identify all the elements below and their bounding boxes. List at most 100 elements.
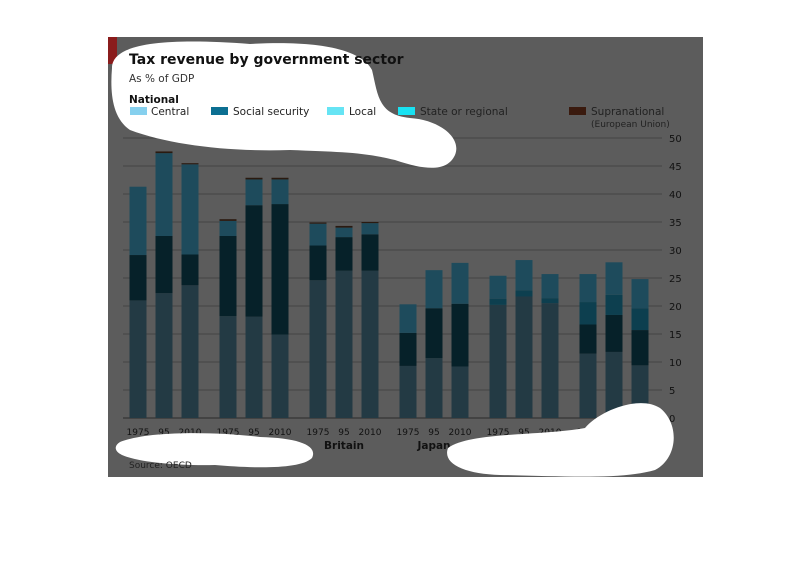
legend: Central Social security Local State or r…: [130, 106, 670, 130]
bar-segment: [489, 298, 507, 305]
x-tick-label: 95: [248, 428, 259, 438]
y-tick-label: 30: [669, 246, 682, 257]
legend-label-local: Local: [349, 106, 376, 118]
bar-segment: [335, 237, 353, 271]
y-tick-label: 25: [669, 274, 682, 285]
bar-segment: [515, 296, 533, 418]
legend-label-social-security: Social security: [233, 106, 309, 118]
bar-segment: [219, 236, 237, 317]
bar-segment: [515, 260, 533, 291]
x-tick-label: 2010: [359, 428, 382, 438]
bar-segment: [631, 279, 649, 309]
bar-segment: [271, 179, 289, 205]
source-note: Source: OECD: [129, 461, 192, 471]
bar-segment: [361, 234, 379, 271]
bar-segment: [579, 302, 597, 325]
x-tick-label: 1975: [217, 428, 240, 438]
header-highlight: [111, 41, 457, 168]
bar-segment: [631, 330, 649, 366]
legend-label-central: Central: [151, 106, 189, 118]
bar-segment: [451, 262, 469, 304]
bar-segment: [579, 353, 597, 418]
bar-segment: [181, 163, 199, 165]
bar-segment: [245, 205, 263, 317]
bar-segment: [245, 177, 263, 180]
legend-label-supranational: Supranational: [591, 106, 664, 118]
legend-swatch-local: [327, 107, 344, 115]
y-tick-label: 0: [669, 414, 675, 425]
bar-segment: [605, 314, 623, 352]
bar-segment: [425, 308, 443, 359]
bar-segment: [335, 270, 353, 418]
bar-segment: [219, 219, 237, 221]
bar-segment: [399, 365, 417, 418]
bar-segment: [399, 304, 417, 333]
bar-segment: [361, 222, 379, 224]
x-tick-label: 1975: [127, 428, 150, 438]
bottom-highlight-left: [115, 433, 314, 468]
legend-sublabel-supranational: (European Union): [591, 120, 670, 130]
legend-swatch-social-security: [211, 107, 228, 115]
bar-segment: [335, 225, 353, 228]
x-tick-label: 1975: [307, 428, 330, 438]
bar-segment: [181, 285, 199, 418]
legend-label-state-or-regional: State or regional: [420, 106, 508, 118]
bar-segment: [181, 164, 199, 255]
bar-segment: [605, 262, 623, 295]
bar-segment: [425, 358, 443, 418]
x-tick-label: 95: [158, 428, 169, 438]
bar-segment: [271, 334, 289, 418]
y-tick-label: 45: [669, 162, 682, 173]
bar-segment: [489, 304, 507, 418]
bar-segment: [631, 308, 649, 331]
y-tick-label: 15: [669, 330, 682, 341]
bar-segment: [271, 177, 289, 180]
bar-segment: [129, 300, 147, 418]
bar-segment: [489, 275, 507, 299]
legend-swatch-supranational: [569, 107, 586, 115]
y-tick-label: 5: [669, 386, 675, 397]
brand-mark: [108, 37, 117, 64]
bar-segment: [219, 220, 237, 236]
x-tick-label: 95: [428, 428, 439, 438]
y-tick-label: 35: [669, 218, 682, 229]
bar-segment: [309, 223, 327, 246]
x-tick-label: 95: [338, 428, 349, 438]
y-tick-label: 40: [669, 190, 682, 201]
bar-segment: [155, 293, 173, 418]
bar-segment: [541, 274, 559, 299]
bar-segment: [181, 254, 199, 286]
bar-segment: [271, 204, 289, 335]
bar-segment: [245, 179, 263, 206]
bottom-highlight-right: [447, 403, 674, 477]
y-tick-label: 50: [669, 134, 682, 145]
chart-subtitle: As % of GDP: [129, 73, 194, 85]
bar-segment: [129, 255, 147, 301]
bar-segment: [129, 186, 147, 256]
bar-segment: [155, 153, 173, 236]
country-label: Britain: [324, 440, 364, 452]
bar-segment: [155, 236, 173, 294]
chart-title: Tax revenue by government sector: [129, 52, 404, 68]
bar-segment: [605, 351, 623, 418]
x-tick-label: 1975: [487, 428, 510, 438]
x-tick-label: 2010: [449, 428, 472, 438]
bar-segment: [335, 227, 353, 238]
legend-swatch-central: [130, 107, 147, 115]
bar-segment: [155, 151, 173, 154]
legend-swatch-state-or-regional: [398, 107, 415, 115]
bar-segment: [579, 324, 597, 354]
bar-segment: [361, 223, 379, 235]
y-tick-label: 20: [669, 302, 682, 313]
bar-segment: [541, 303, 559, 418]
bar-segment: [579, 274, 597, 303]
x-tick-label: 1975: [397, 428, 420, 438]
bar-segment: [605, 294, 623, 315]
bar-segment: [541, 298, 559, 304]
bar-segment: [399, 332, 417, 366]
bar-segment: [245, 316, 263, 418]
bar-segment: [425, 270, 443, 309]
bar-segment: [309, 222, 327, 224]
x-tick-label: 95: [518, 428, 529, 438]
